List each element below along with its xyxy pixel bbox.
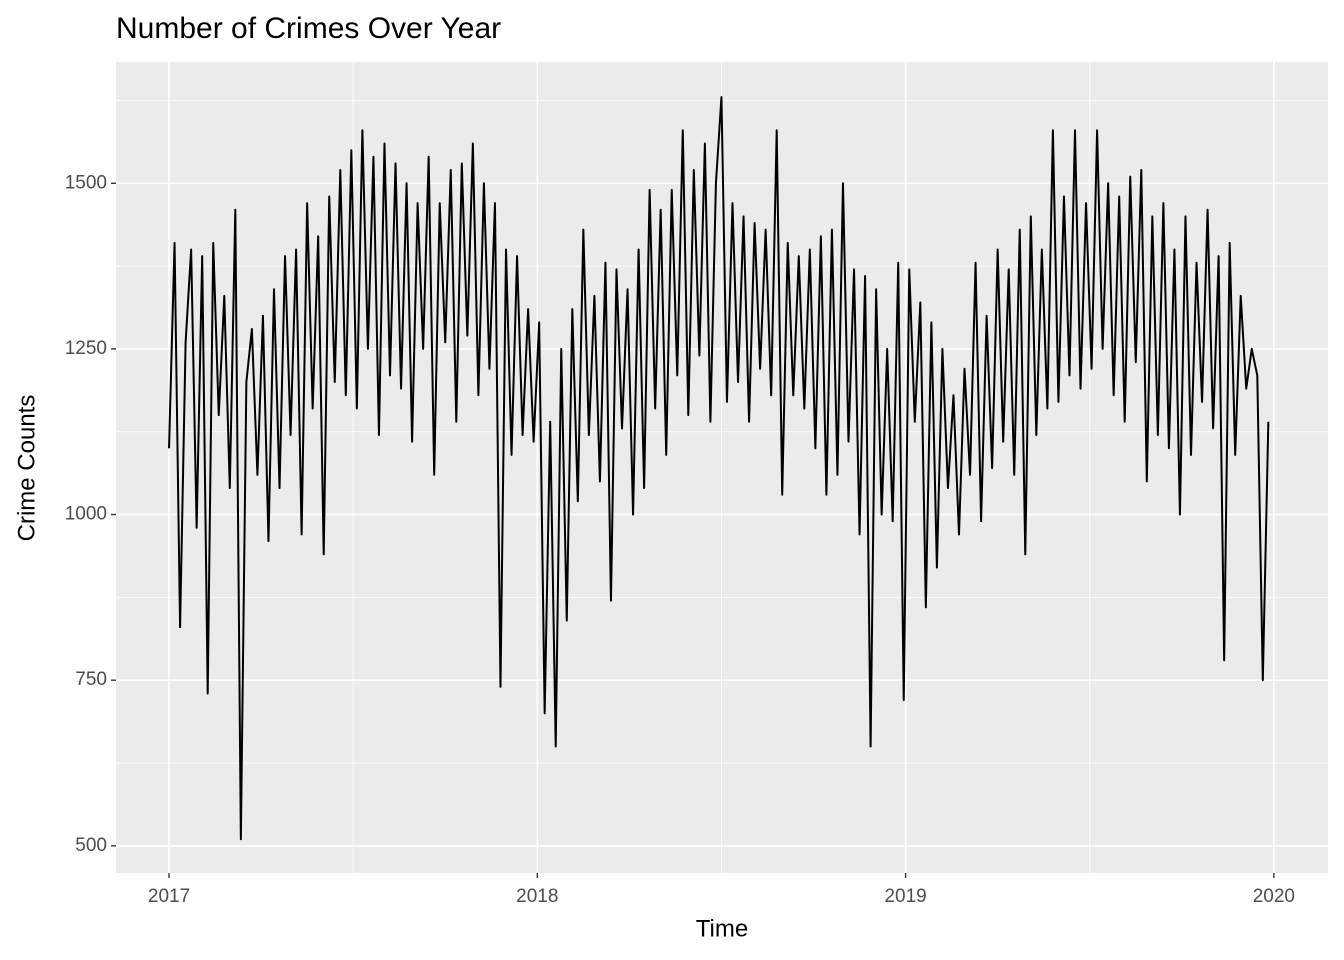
- y-tick-label: 500: [75, 835, 107, 856]
- plot-panel: [116, 62, 1328, 873]
- data-line: [168, 96, 1270, 841]
- x-tick-label: 2018: [516, 886, 558, 907]
- x-tick-label: 2019: [884, 886, 926, 907]
- y-axis-title: Crime Counts: [13, 395, 40, 542]
- x-tick-label: 2017: [148, 886, 190, 907]
- y-tick-label: 1250: [65, 338, 107, 359]
- y-tick-label: 1500: [65, 172, 107, 193]
- y-tick-label: 750: [75, 669, 107, 690]
- x-tick-label: 2020: [1253, 886, 1295, 907]
- x-axis-title: Time: [696, 915, 748, 942]
- chart-title: Number of Crimes Over Year: [116, 12, 501, 45]
- y-tick-label: 1000: [65, 504, 107, 525]
